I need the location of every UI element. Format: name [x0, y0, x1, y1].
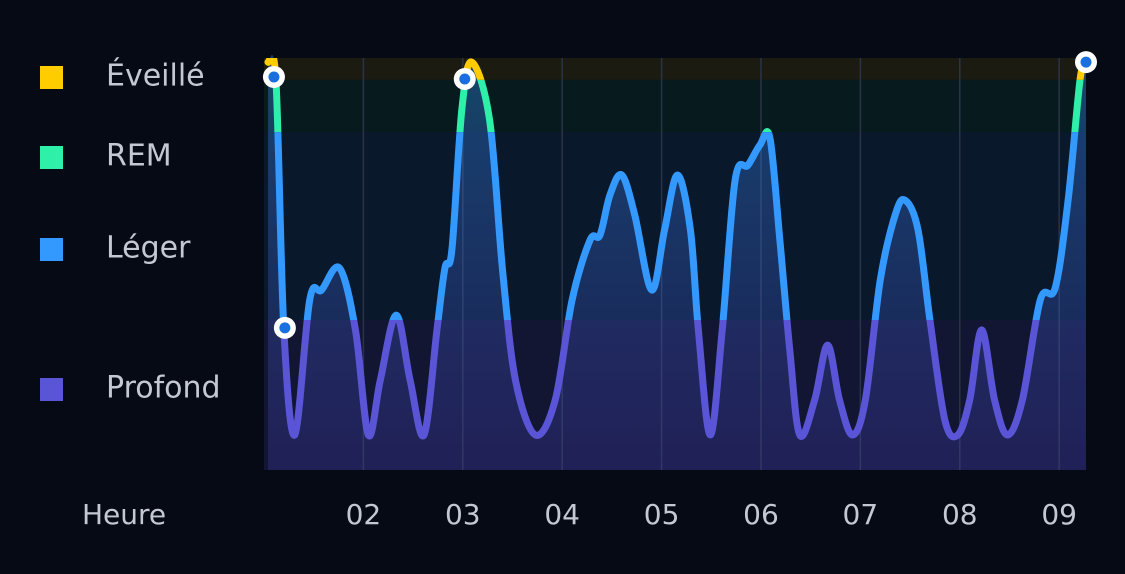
sleep-line — [274, 132, 1079, 321]
x-tick-label: 06 — [743, 498, 779, 531]
stage-band — [264, 58, 1086, 80]
x-tick-label: 07 — [843, 498, 879, 531]
legend-label: Éveillé — [106, 58, 205, 94]
legend-swatch — [40, 66, 63, 89]
sleep-line — [279, 320, 1040, 441]
legend-label: Léger — [106, 231, 191, 266]
highlight-dot — [459, 73, 471, 85]
highlight-dot — [279, 322, 291, 334]
legend-swatch — [40, 378, 63, 401]
sleep-area — [267, 55, 1086, 470]
x-tick-label: 03 — [445, 498, 481, 531]
stage-band — [264, 79, 1086, 133]
legend-label: Profond — [106, 371, 221, 406]
highlight-dot — [268, 71, 280, 83]
x-tick-label: 05 — [644, 498, 680, 531]
legend-swatch — [40, 146, 63, 169]
x-tick-label: 04 — [544, 498, 580, 531]
highlight-dot — [1080, 56, 1092, 68]
x-axis-label: Heure — [82, 498, 166, 531]
x-tick-label: 08 — [942, 498, 978, 531]
legend-label: REM — [106, 139, 172, 174]
x-tick-label: 02 — [346, 498, 382, 531]
x-tick-label: 09 — [1041, 498, 1077, 531]
legend-swatch — [40, 238, 63, 261]
